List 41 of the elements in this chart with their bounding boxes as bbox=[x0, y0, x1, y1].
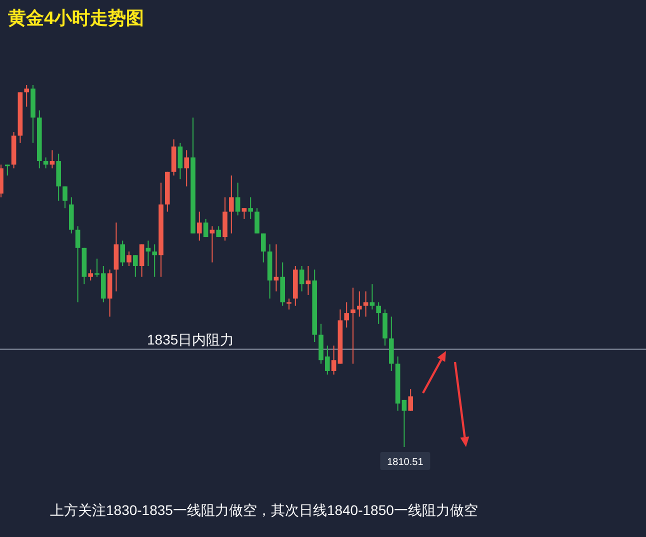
candlestick bbox=[24, 84, 29, 108]
candlestick bbox=[274, 244, 279, 292]
candlestick bbox=[152, 244, 157, 278]
candlestick bbox=[146, 240, 151, 266]
candlestick bbox=[88, 269, 93, 281]
candlestick bbox=[306, 266, 311, 296]
candlestick bbox=[62, 186, 68, 209]
chart-title: 黄金4小时走势图 bbox=[7, 8, 144, 28]
candlestick bbox=[299, 266, 304, 292]
candlestick bbox=[184, 150, 189, 187]
candlestick bbox=[363, 290, 368, 318]
candlestick bbox=[331, 345, 336, 376]
candlestick bbox=[408, 388, 413, 412]
candlestick bbox=[126, 251, 132, 266]
candlestick bbox=[197, 211, 202, 242]
candlestick bbox=[344, 302, 349, 328]
candlestick bbox=[139, 244, 144, 278]
candlestick bbox=[235, 182, 240, 216]
candlestick bbox=[286, 298, 292, 310]
ref-line-label: 1835日内阻力 bbox=[147, 331, 234, 348]
candlestick bbox=[350, 287, 356, 364]
candlestick bbox=[5, 164, 10, 176]
candlestick bbox=[402, 399, 407, 448]
candlestick bbox=[254, 208, 260, 234]
candlestick bbox=[120, 240, 125, 266]
candlestick bbox=[178, 142, 183, 180]
text: 上方关注1830-1835一线阻力做空，其次日线1840-1850一线阻力做空 bbox=[50, 502, 478, 518]
candlestick bbox=[43, 156, 48, 169]
candlestick bbox=[229, 175, 234, 234]
candlestick bbox=[242, 208, 247, 220]
candlestick bbox=[248, 196, 253, 220]
candlestick bbox=[261, 232, 266, 263]
candlestick bbox=[376, 302, 381, 324]
candlestick bbox=[50, 150, 55, 169]
candlestick bbox=[357, 290, 362, 318]
candlestick bbox=[203, 218, 208, 238]
candlestick bbox=[210, 226, 215, 263]
text: 1810.51 bbox=[387, 457, 424, 468]
candlestick bbox=[75, 226, 80, 303]
candlestick bbox=[370, 284, 375, 310]
candlestick bbox=[133, 254, 138, 278]
